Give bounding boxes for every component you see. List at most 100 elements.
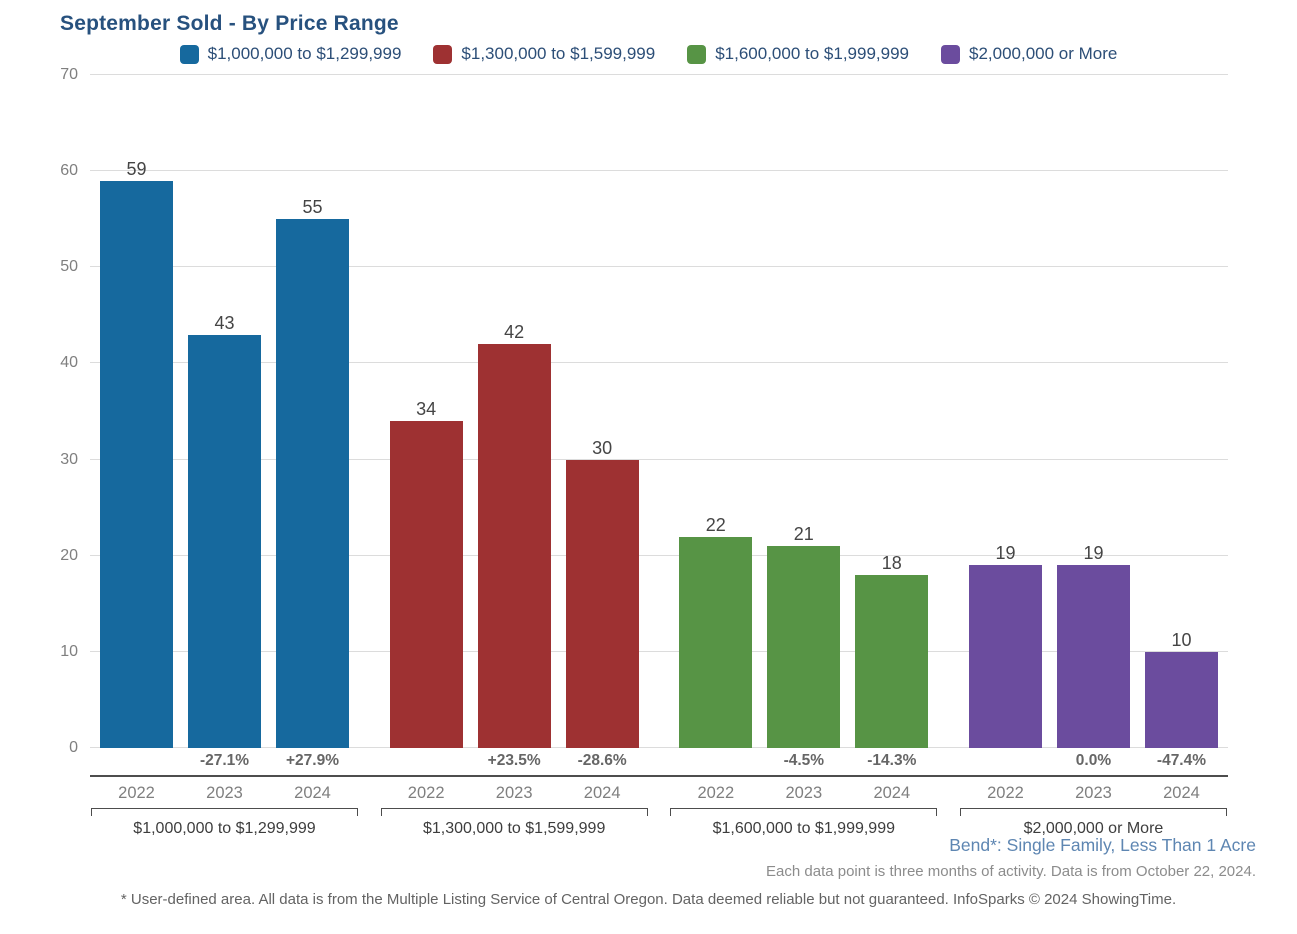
group-bracket <box>670 808 938 816</box>
bar[interactable] <box>276 219 349 748</box>
y-axis-tick-label: 70 <box>60 66 78 83</box>
bar-value-label: 10 <box>1171 629 1192 650</box>
legend-swatch-icon <box>433 44 453 64</box>
pct-change-group: +23.5% -28.6% <box>390 753 639 769</box>
bar-value-label: 19 <box>995 543 1016 564</box>
bar-column: 34 <box>389 400 463 748</box>
legend-item[interactable]: $1,000,000 to $1,299,999 <box>179 44 402 64</box>
legend-item-label: $2,000,000 or More <box>969 44 1118 63</box>
axis-underline <box>90 775 1228 777</box>
plot-area: 0 10 20 30 40 50 60 70 59 43 55 34 42 30 22 21 18 19 19 10 <box>60 67 1228 756</box>
y-axis-tick-label: 0 <box>69 739 78 756</box>
group-bracket <box>959 808 1227 816</box>
bar-value-label: 30 <box>592 437 613 458</box>
pct-change-label: -14.3% <box>867 752 917 769</box>
y-axis-tick-label: 40 <box>60 354 78 372</box>
legend-swatch-icon <box>941 44 960 64</box>
x-axis-year-label: 2022 <box>118 784 155 802</box>
group-label: $2,000,000 or More <box>1023 820 1164 837</box>
y-axis-tick-label: 30 <box>60 450 78 468</box>
bar-group: 22 21 18 <box>679 516 929 748</box>
x-axis-year-label: 2022 <box>697 784 735 802</box>
pct-change-row: -27.1% +27.9% +23.5% -28.6% -4.5% -14.3% 0.0% -… <box>90 753 1228 769</box>
bar[interactable] <box>767 546 841 748</box>
year-group: 2022 2023 2024 <box>679 785 928 802</box>
group-block: $2,000,000 or More <box>959 808 1227 838</box>
gridline <box>90 266 1228 268</box>
legend: $1,000,000 to $1,299,999 $1,300,000 to $1… <box>0 44 1297 64</box>
bar[interactable] <box>100 180 173 748</box>
y-axis-tick-label: 20 <box>60 546 78 564</box>
bar-column: 42 <box>477 323 551 748</box>
bar-column: 30 <box>565 437 639 748</box>
pct-change-label: +23.5% <box>487 752 541 769</box>
bar-column: 21 <box>767 525 841 748</box>
bar-column: 19 <box>1056 543 1130 748</box>
bar-column: 55 <box>276 198 349 748</box>
pct-change-label <box>100 753 173 769</box>
group-label: $1,300,000 to $1,599,999 <box>422 820 606 837</box>
data-note: Each data point is three months of activ… <box>766 863 1256 880</box>
y-axis-tick-label: 50 <box>60 258 78 276</box>
bar-value-label: 19 <box>1083 543 1104 564</box>
gridline <box>90 650 1228 652</box>
legend-item-label: $1,000,000 to $1,299,999 <box>207 44 402 63</box>
bar[interactable] <box>679 536 753 748</box>
bar[interactable] <box>565 459 639 748</box>
y-axis-tick-label: 60 <box>60 162 78 180</box>
group-block: $1,300,000 to $1,599,999 <box>380 808 648 838</box>
x-axis-year-label: 2024 <box>873 784 911 802</box>
bar[interactable] <box>389 421 463 748</box>
x-axis-year-label: 2022 <box>987 784 1024 802</box>
bar-group: 19 19 10 <box>968 543 1218 748</box>
bar[interactable] <box>188 334 261 748</box>
year-group: 2022 2023 2024 <box>390 785 639 802</box>
legend-item-label: $1,300,000 to $1,599,999 <box>461 44 656 63</box>
x-axis-year-label: 2024 <box>583 784 621 802</box>
disclaimer: * User-defined area. All data is from th… <box>120 891 1177 908</box>
year-group: 2022 2023 2024 <box>100 785 349 802</box>
x-axis-year-label: 2023 <box>1075 784 1112 802</box>
group-block: $1,000,000 to $1,299,999 <box>91 808 358 838</box>
pct-change-label <box>390 753 463 769</box>
legend-item[interactable]: $1,300,000 to $1,599,999 <box>433 44 655 64</box>
legend-item[interactable]: $1,600,000 to $1,999,999 <box>687 44 909 64</box>
bar[interactable] <box>477 344 551 748</box>
bar-column: 59 <box>100 160 173 748</box>
chart-title: September Sold - By Price Range <box>60 12 399 35</box>
bar[interactable] <box>855 574 929 748</box>
group-block: $1,600,000 to $1,999,999 <box>670 808 938 838</box>
x-axis-year-label: 2024 <box>294 784 331 802</box>
pct-change-label: -27.1% <box>199 752 250 769</box>
bar[interactable] <box>968 565 1042 748</box>
bar-column: 22 <box>679 516 753 748</box>
bar-column: 10 <box>1144 629 1218 748</box>
bar-value-label: 43 <box>214 312 235 333</box>
x-axis-year-label: 2023 <box>206 784 243 802</box>
x-axis-year-label: 2022 <box>407 784 445 802</box>
x-axis-year-label: 2023 <box>495 784 533 802</box>
bars-row: 59 43 55 34 42 30 22 21 18 19 19 10 <box>90 160 1228 748</box>
x-axis-year-label: 2023 <box>785 784 823 802</box>
legend-item[interactable]: $2,000,000 or More <box>941 44 1117 64</box>
legend-swatch-icon <box>687 44 707 64</box>
bar[interactable] <box>1144 651 1218 748</box>
bar-column: 43 <box>188 314 261 748</box>
group-bracket <box>91 808 358 816</box>
pct-change-label <box>679 753 752 769</box>
pct-change-label: +27.9% <box>285 752 339 769</box>
pct-change-label: -47.4% <box>1156 752 1207 769</box>
group-bracket <box>380 808 648 816</box>
bar[interactable] <box>1056 565 1130 748</box>
x-axis-year-label: 2024 <box>1163 784 1200 802</box>
gridline <box>90 747 1228 748</box>
bar-group: 34 42 30 <box>389 323 639 748</box>
gridline <box>90 458 1228 460</box>
gridline <box>90 362 1228 364</box>
pct-change-group: -4.5% -14.3% <box>679 753 928 769</box>
bar-column: 18 <box>855 554 929 748</box>
year-group: 2022 2023 2024 <box>969 785 1218 802</box>
pct-change-label: -4.5% <box>783 752 825 769</box>
legend-swatch-icon <box>179 44 199 64</box>
